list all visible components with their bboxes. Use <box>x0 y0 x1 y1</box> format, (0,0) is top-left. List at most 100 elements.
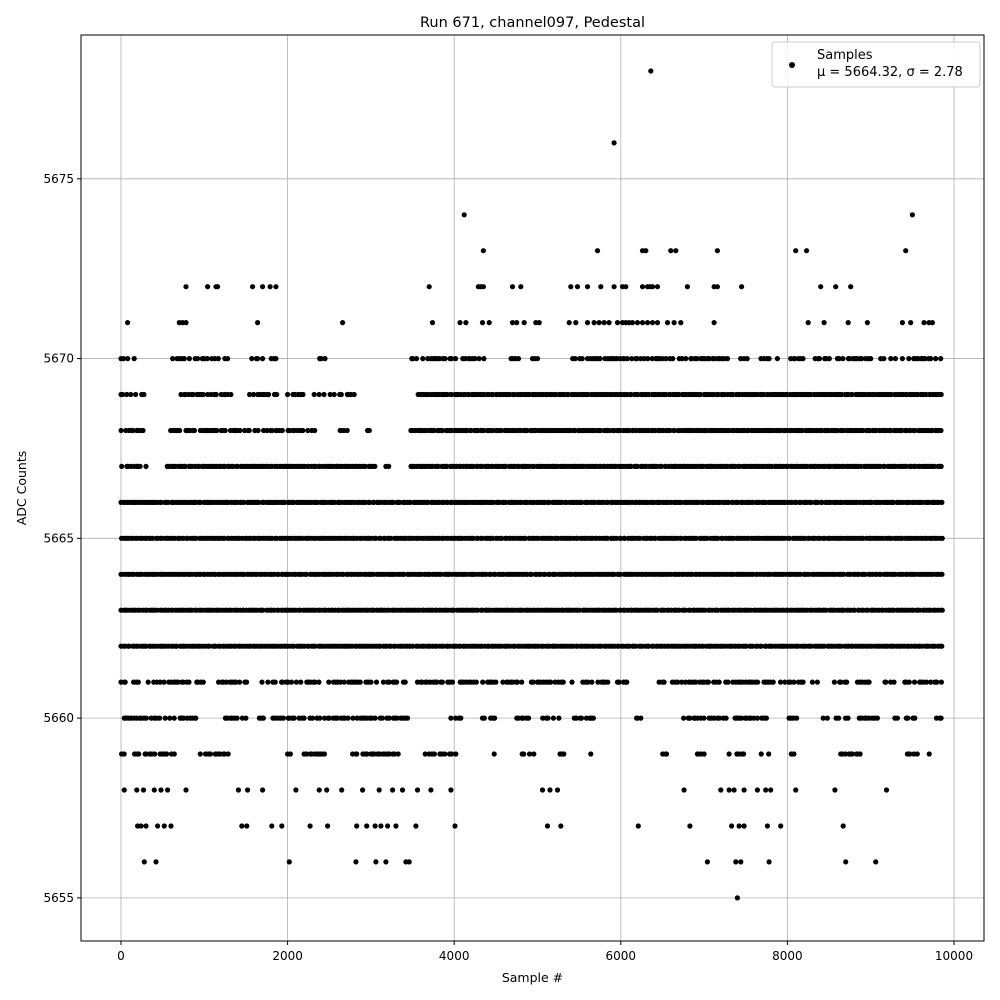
data-point <box>344 427 350 434</box>
data-point <box>793 787 799 793</box>
data-point <box>143 463 149 469</box>
data-point <box>704 859 711 865</box>
data-point <box>645 356 651 362</box>
data-point <box>442 356 448 362</box>
data-point <box>540 715 546 721</box>
data-point <box>298 679 304 685</box>
data-point <box>648 68 654 74</box>
data-point <box>131 356 137 362</box>
data-point <box>899 356 906 362</box>
data-point <box>649 320 656 326</box>
data-point <box>624 356 630 362</box>
data-point <box>223 679 230 685</box>
data-point <box>353 859 359 865</box>
data-point <box>931 463 937 469</box>
data-point <box>373 679 380 685</box>
data-point <box>792 356 798 362</box>
data-point <box>718 787 724 793</box>
data-point <box>303 571 309 577</box>
data-point <box>125 320 131 326</box>
data-point <box>171 715 177 721</box>
data-point <box>723 715 729 721</box>
data-point <box>848 284 854 290</box>
data-point <box>605 679 611 685</box>
data-point <box>629 356 635 362</box>
data-point <box>463 320 469 326</box>
data-point <box>372 823 378 829</box>
data-point <box>849 391 855 398</box>
data-point <box>354 751 360 757</box>
data-point <box>321 751 327 757</box>
data-point <box>851 607 858 613</box>
data-point <box>307 823 313 829</box>
data-point <box>376 787 382 793</box>
data-point <box>222 427 228 434</box>
data-point <box>693 679 699 685</box>
data-point <box>197 751 203 757</box>
data-point <box>186 679 192 685</box>
data-point <box>239 823 245 829</box>
data-point <box>318 356 324 362</box>
data-point <box>809 679 816 685</box>
data-point <box>614 320 621 326</box>
data-point <box>420 356 426 362</box>
data-point <box>145 679 151 685</box>
data-point <box>938 715 944 721</box>
data-point <box>843 751 849 757</box>
data-point <box>518 284 524 290</box>
data-point <box>280 715 286 721</box>
data-point <box>373 535 379 541</box>
data-point <box>845 715 851 721</box>
data-point <box>891 679 897 685</box>
data-point <box>325 823 331 829</box>
data-point <box>613 607 619 613</box>
data-point <box>498 535 505 541</box>
data-point <box>244 679 250 685</box>
data-point <box>808 643 814 649</box>
data-point <box>266 391 272 398</box>
data-point <box>183 284 189 290</box>
data-point <box>279 427 285 434</box>
data-point <box>241 499 247 505</box>
data-point <box>141 859 147 865</box>
data-point <box>859 356 865 362</box>
data-point <box>840 823 846 829</box>
data-point <box>244 823 250 829</box>
data-point <box>136 751 142 757</box>
x-tick-label: 10000 <box>935 949 973 963</box>
data-point <box>741 823 747 829</box>
data-point <box>140 787 147 793</box>
data-point <box>337 679 344 685</box>
data-point <box>831 679 838 685</box>
data-point <box>849 751 855 757</box>
data-point <box>654 284 661 290</box>
data-point <box>697 391 704 398</box>
data-point <box>390 787 396 793</box>
data-point <box>606 320 612 326</box>
data-point <box>221 535 227 541</box>
data-point <box>561 751 567 757</box>
data-point <box>269 823 275 829</box>
data-point <box>386 463 392 469</box>
data-point <box>605 535 611 541</box>
legend-box <box>771 41 981 88</box>
data-point <box>912 427 918 434</box>
data-point <box>120 391 126 398</box>
data-point <box>200 679 206 685</box>
data-point <box>395 751 401 757</box>
data-point <box>410 356 416 362</box>
data-point <box>407 499 413 505</box>
data-point <box>569 679 575 685</box>
data-point <box>285 391 291 398</box>
data-point <box>768 787 774 793</box>
data-point <box>693 535 699 541</box>
data-point <box>701 751 707 757</box>
data-point <box>476 356 482 362</box>
data-point <box>383 859 389 865</box>
data-point <box>452 823 458 829</box>
data-point <box>225 356 231 362</box>
data-point <box>634 356 640 362</box>
data-point <box>791 679 797 685</box>
data-point <box>354 823 360 829</box>
data-point <box>514 320 520 326</box>
